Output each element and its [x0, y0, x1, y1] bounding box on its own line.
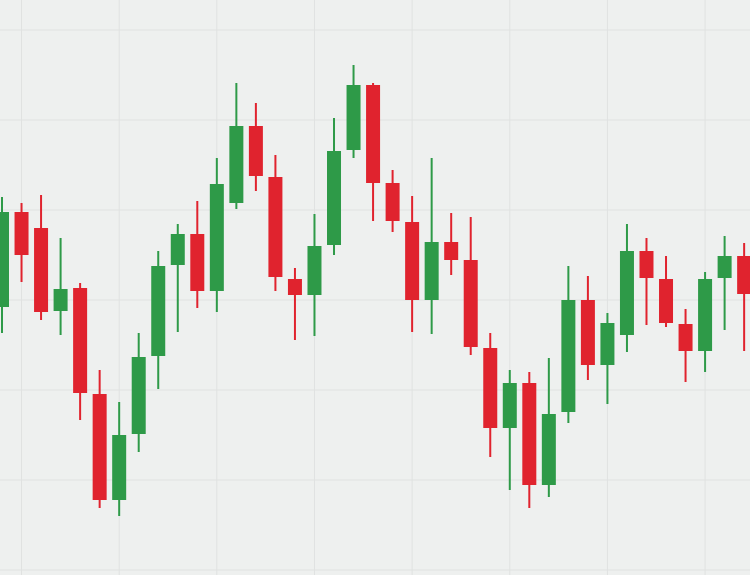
candle-body — [131, 357, 146, 434]
candle-body — [34, 228, 49, 312]
candle-body — [502, 383, 517, 428]
candle-body — [424, 242, 439, 300]
candle-body — [385, 183, 400, 221]
candle-body — [287, 279, 302, 295]
candle-body — [346, 85, 361, 150]
candle-body — [14, 212, 29, 255]
candle-body — [92, 394, 107, 500]
candle-body — [483, 348, 498, 428]
candle-body — [444, 242, 459, 260]
candle-body — [639, 251, 654, 278]
candle-body — [268, 177, 283, 277]
candle-body — [737, 256, 750, 294]
candle-body — [307, 246, 322, 295]
candle-body — [405, 222, 420, 300]
candle-body — [327, 151, 342, 245]
candle-body — [698, 279, 713, 351]
candle-body — [190, 234, 205, 291]
candle-body — [717, 256, 732, 278]
candle-body — [541, 414, 556, 485]
candle-body — [248, 126, 263, 176]
candle-body — [112, 435, 127, 500]
candle-body — [170, 234, 185, 265]
candle-body — [580, 300, 595, 365]
candle-body — [522, 383, 537, 485]
candle-body — [151, 266, 166, 356]
candle-body — [463, 260, 478, 347]
candle-body — [600, 323, 615, 365]
candle-body — [209, 184, 224, 291]
candle-body — [561, 300, 576, 412]
candle-body — [619, 251, 634, 335]
candle-body — [73, 288, 88, 393]
candle-body — [229, 126, 244, 203]
candle-body — [659, 279, 674, 323]
candle-body — [678, 324, 693, 351]
candle-body — [53, 289, 68, 311]
candle-body — [366, 85, 381, 183]
candle-body — [0, 212, 9, 307]
